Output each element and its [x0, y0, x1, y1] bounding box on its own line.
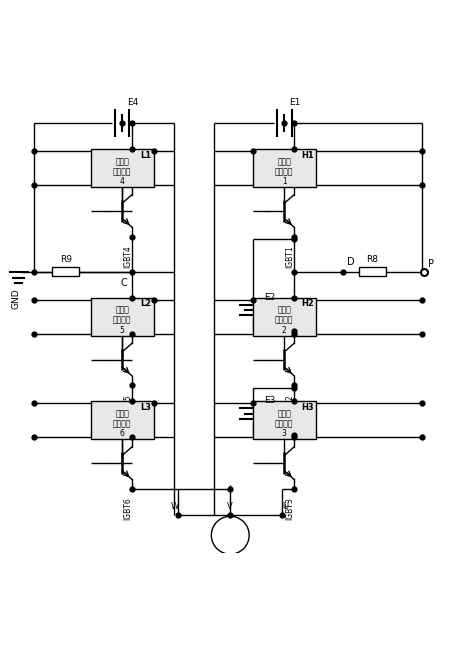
Text: 驱动电路: 驱动电路: [113, 316, 131, 325]
Text: IGBT6: IGBT6: [123, 498, 132, 520]
Circle shape: [211, 516, 248, 554]
Text: L2: L2: [140, 299, 151, 308]
Text: M: M: [223, 528, 237, 543]
Bar: [252, 298, 315, 336]
Text: IGBT3: IGBT3: [284, 498, 293, 520]
Bar: [252, 401, 315, 440]
Text: 单片机: 单片机: [115, 409, 129, 419]
Bar: [91, 401, 153, 440]
Text: H1: H1: [300, 151, 313, 160]
Text: 4: 4: [120, 177, 124, 186]
Text: R8: R8: [365, 255, 377, 264]
Text: IGBT2: IGBT2: [284, 394, 293, 417]
Text: L1: L1: [140, 151, 151, 160]
Text: H2: H2: [300, 299, 313, 308]
Bar: [91, 298, 153, 336]
Text: D: D: [347, 257, 354, 267]
Bar: [252, 149, 315, 187]
Text: W: W: [170, 502, 178, 511]
Text: 5: 5: [120, 325, 124, 335]
Text: E4: E4: [126, 98, 137, 108]
Text: 单片机: 单片机: [115, 306, 129, 315]
Text: 单片机: 单片机: [277, 409, 291, 419]
Text: 单片机: 单片机: [115, 157, 129, 166]
Text: E3: E3: [263, 396, 275, 405]
Text: V: V: [227, 502, 233, 511]
Bar: [52, 267, 79, 276]
Text: 驱动电路: 驱动电路: [274, 316, 293, 325]
Text: 驱动电路: 驱动电路: [274, 167, 293, 176]
Text: 驱动电路: 驱动电路: [274, 419, 293, 428]
Text: L3: L3: [140, 403, 151, 412]
Text: C: C: [121, 278, 127, 289]
Text: 1: 1: [281, 177, 286, 186]
Text: P: P: [428, 259, 434, 270]
Text: 单片机: 单片机: [277, 157, 291, 166]
Text: U: U: [282, 502, 288, 511]
Text: IGBT5: IGBT5: [123, 394, 132, 417]
Text: 驱动电路: 驱动电路: [113, 419, 131, 428]
Text: GND: GND: [12, 289, 21, 310]
Text: 驱动电路: 驱动电路: [113, 167, 131, 176]
Bar: [91, 149, 153, 187]
Text: R9: R9: [60, 255, 72, 264]
Text: E1: E1: [288, 98, 299, 108]
Text: H3: H3: [300, 403, 313, 412]
Text: 单片机: 单片机: [277, 306, 291, 315]
Text: E2: E2: [263, 293, 275, 302]
Text: 6: 6: [120, 429, 124, 438]
Text: IGBT4: IGBT4: [123, 245, 132, 268]
Text: IGBT1: IGBT1: [284, 245, 293, 268]
Text: 3: 3: [281, 429, 286, 438]
Text: 2: 2: [281, 325, 286, 335]
Bar: [358, 267, 385, 276]
